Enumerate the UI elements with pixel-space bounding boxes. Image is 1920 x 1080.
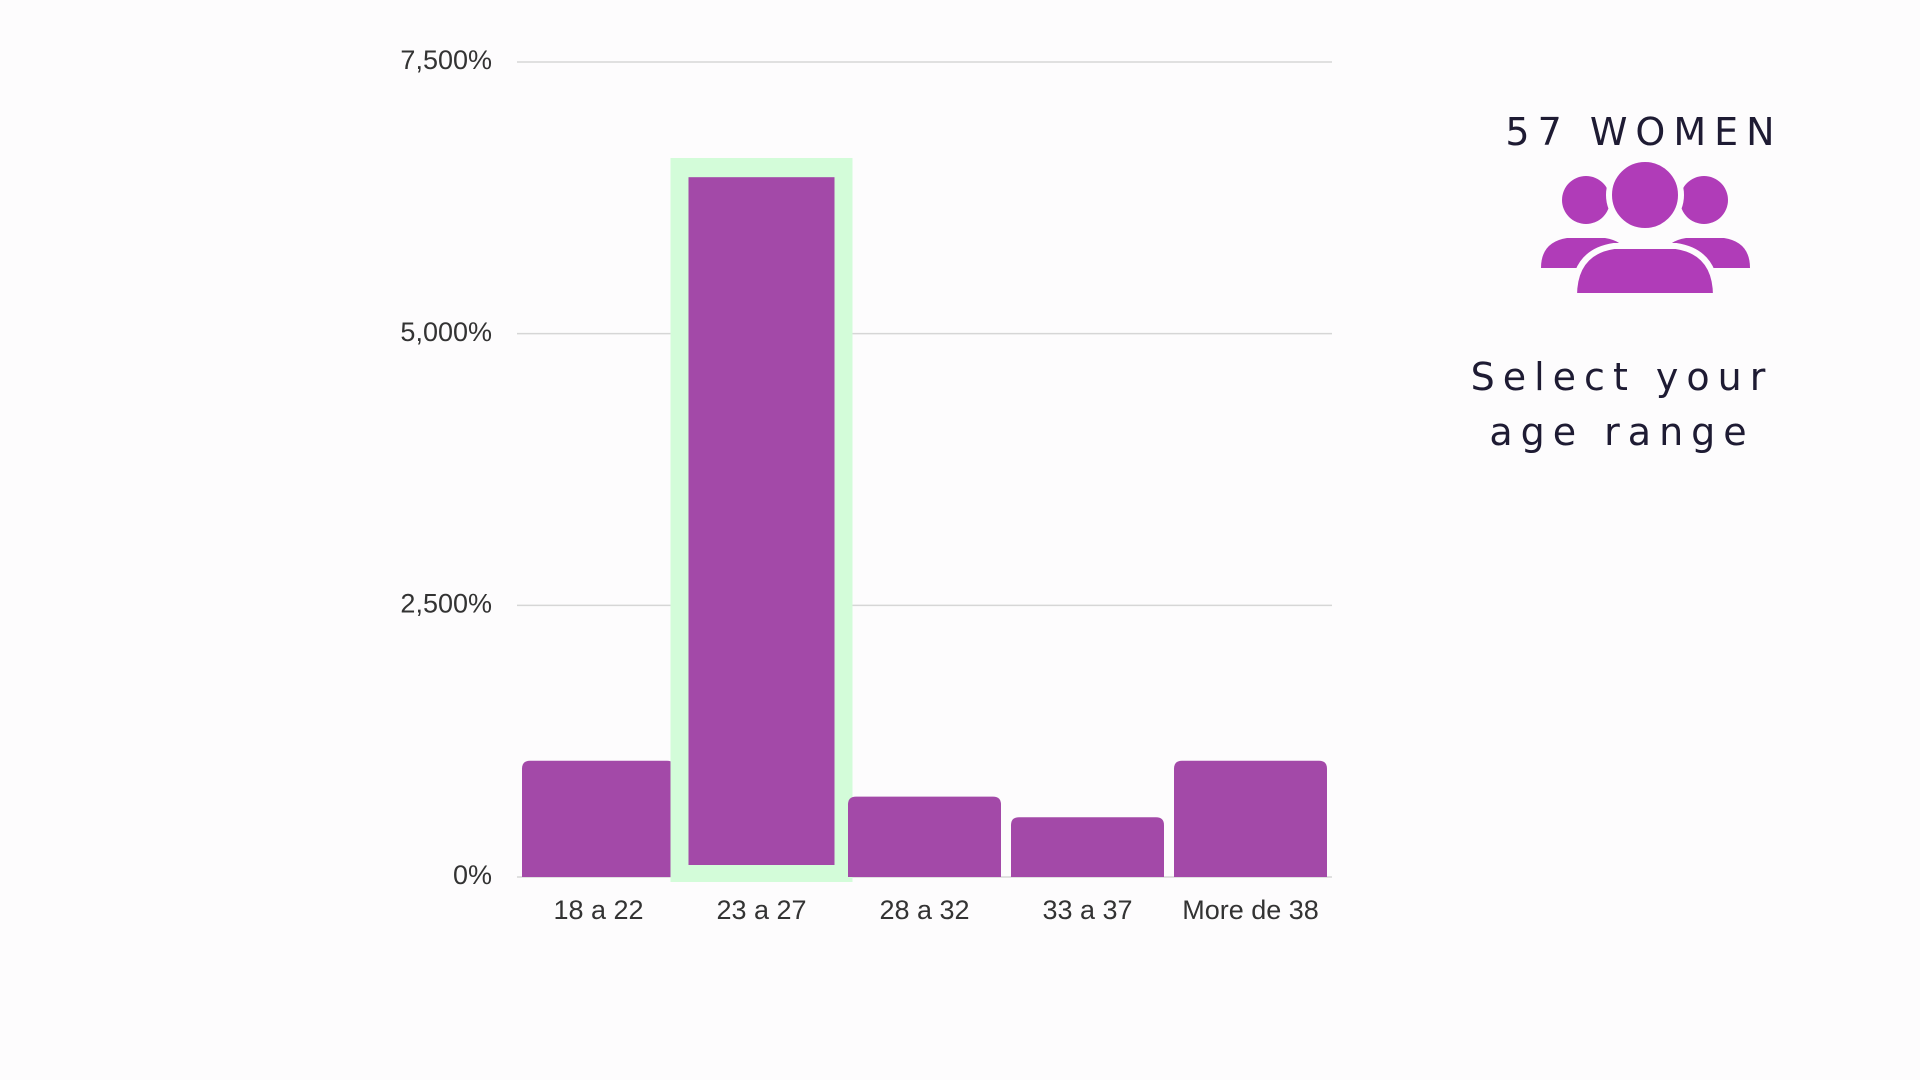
bar[interactable] bbox=[688, 177, 835, 866]
y-tick-label: 0% bbox=[453, 860, 492, 890]
x-tick-label: More de 38 bbox=[1182, 895, 1319, 925]
count-label: 57 WOMEN bbox=[1505, 110, 1782, 154]
women-icon bbox=[1541, 156, 1750, 299]
x-tick-label: 28 a 32 bbox=[879, 895, 969, 925]
bar[interactable] bbox=[848, 796, 1001, 877]
x-tick-label: 33 a 37 bbox=[1042, 895, 1132, 925]
prompt-line: age range bbox=[1489, 410, 1754, 454]
y-tick-label: 2,500% bbox=[400, 588, 492, 618]
prompt-line: Select your bbox=[1471, 355, 1774, 399]
y-tick-label: 5,000% bbox=[400, 317, 492, 347]
bar[interactable] bbox=[522, 760, 675, 877]
x-tick-label: 18 a 22 bbox=[553, 895, 643, 925]
bar[interactable] bbox=[1011, 817, 1164, 877]
y-tick-label: 7,500% bbox=[400, 45, 492, 75]
x-tick-label: 23 a 27 bbox=[716, 895, 806, 925]
chart: 0% 2,500% 5,000% 7,500% 18 a 22 23 a 27 28 a 3… bbox=[400, 45, 1332, 925]
bar[interactable] bbox=[1174, 760, 1327, 877]
